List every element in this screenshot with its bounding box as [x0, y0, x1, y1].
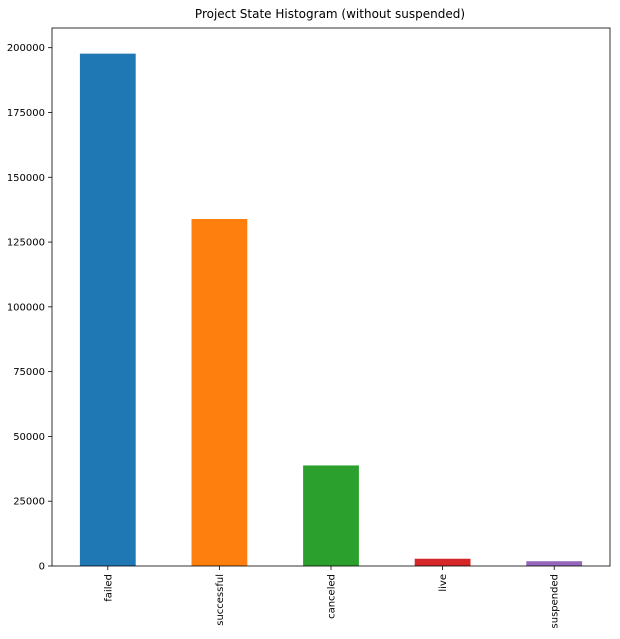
x-tick-label-suspended: suspended — [550, 574, 561, 628]
bar-failed — [79, 53, 136, 567]
x-tick-label-canceled: canceled — [327, 574, 338, 619]
y-tick-label: 100000 — [7, 302, 45, 313]
y-tick-label: 150000 — [7, 173, 45, 184]
y-tick-label: 50000 — [13, 432, 45, 443]
y-tick-label: 200000 — [7, 43, 45, 54]
x-tick-label-live: live — [438, 574, 449, 592]
x-tick-label-failed: failed — [103, 574, 114, 602]
bar-suspended — [526, 561, 583, 566]
bar-successful — [191, 218, 248, 566]
y-axis: 0 25000 50000 75000 100000 125000 150000 175000… — [7, 43, 52, 573]
plot-area-frame — [51, 27, 611, 567]
bar-live — [414, 558, 471, 566]
x-tick-label-successful: successful — [215, 574, 226, 626]
x-axis: failed successful canceled live suspended — [103, 566, 561, 628]
bars-group — [79, 53, 583, 567]
y-tick-label: 25000 — [13, 497, 45, 508]
y-tick-label: 175000 — [7, 108, 45, 119]
y-tick-label: 125000 — [7, 238, 45, 249]
y-tick-label: 75000 — [13, 367, 45, 378]
chart-title: Project State Histogram (without suspend… — [195, 7, 465, 21]
y-tick-label: 0 — [39, 562, 45, 573]
bar-canceled — [303, 465, 359, 566]
